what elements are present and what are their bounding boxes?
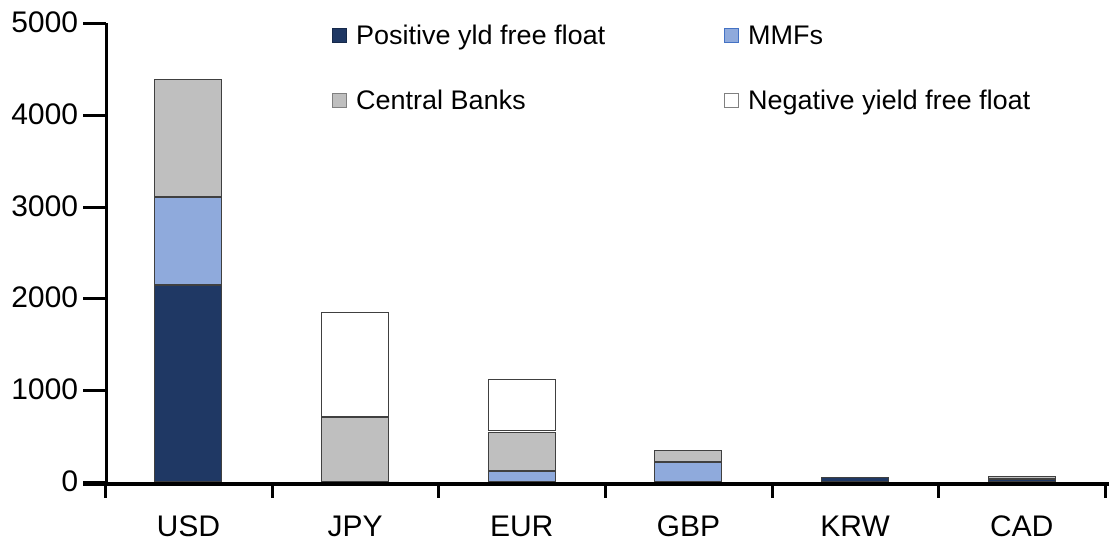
bar-segment-jpy-central-banks: [321, 416, 389, 482]
x-axis-tick: [937, 482, 941, 498]
y-axis-tick-label: 4000: [11, 97, 78, 131]
x-axis-category-label-krw: KRW: [820, 510, 890, 543]
y-axis-tick: [83, 389, 106, 393]
legend-item-mmfs: MMFs: [724, 20, 823, 50]
x-axis-category-label-gbp: GBP: [656, 510, 720, 543]
bar-segment-cad-central-banks: [987, 475, 1056, 480]
bar-segment-cad-positive-yld-free-float: [987, 479, 1056, 482]
y-axis: [105, 23, 108, 485]
legend-label-mmfs: MMFs: [748, 20, 823, 50]
x-axis-tick: [770, 482, 774, 498]
x-axis-tick: [437, 482, 441, 498]
legend-item-central-banks: Central Banks: [332, 85, 526, 115]
y-axis-tick: [83, 22, 106, 25]
legend-label-central-banks: Central Banks: [356, 85, 526, 115]
bar-segment-gbp-central-banks: [654, 449, 723, 462]
bar-segment-usd-positive-yld-free-float: [154, 284, 223, 482]
x-axis-tick: [104, 482, 107, 498]
x-axis-category-label-jpy: JPY: [327, 510, 383, 543]
legend-marker-positive-yld-free-float: [332, 27, 347, 43]
legend-label-negative-yield-free-float: Negative yield free float: [748, 85, 1031, 115]
legend-item-negative-yield-free-float: Negative yield free float: [724, 85, 1030, 115]
legend-marker-mmfs: [724, 27, 739, 43]
x-axis: [83, 482, 1109, 486]
y-axis-tick: [83, 297, 106, 301]
y-axis-tick-label: 2000: [11, 281, 78, 315]
x-axis-tick: [604, 482, 607, 498]
legend-label-positive-yld-free-float: Positive yld free float: [356, 20, 606, 50]
legend-marker-negative-yield-free-float: [724, 92, 739, 108]
bar-segment-usd-central-banks: [154, 78, 223, 198]
bar-segment-eur-negative-yield-free-float: [487, 379, 556, 432]
bar-segment-krw-positive-yld-free-float: [821, 477, 889, 482]
x-axis-tick: [270, 482, 274, 498]
y-axis-tick-label: 3000: [11, 189, 78, 223]
bar-segment-jpy-negative-yield-free-float: [321, 312, 389, 417]
y-axis-tick-label: 1000: [11, 373, 78, 407]
bar-segment-usd-mmfs: [154, 197, 223, 285]
x-axis-category-label-usd: USD: [156, 510, 220, 543]
bar-segment-eur-mmfs: [487, 470, 556, 482]
x-axis-tick: [1104, 482, 1107, 498]
legend-item-positive-yld-free-float: Positive yld free float: [332, 20, 605, 50]
y-axis-tick-label: 0: [61, 465, 78, 498]
y-axis-tick: [83, 113, 106, 117]
x-axis-category-label-cad: CAD: [989, 510, 1054, 543]
legend-marker-central-banks: [332, 92, 347, 108]
y-axis-tick: [83, 481, 106, 484]
y-axis-tick-label: 5000: [11, 6, 78, 39]
y-axis-tick: [83, 205, 106, 209]
bar-segment-eur-central-banks: [487, 431, 556, 471]
bar-segment-gbp-mmfs: [654, 461, 723, 482]
x-axis-category-label-eur: EUR: [489, 510, 554, 543]
